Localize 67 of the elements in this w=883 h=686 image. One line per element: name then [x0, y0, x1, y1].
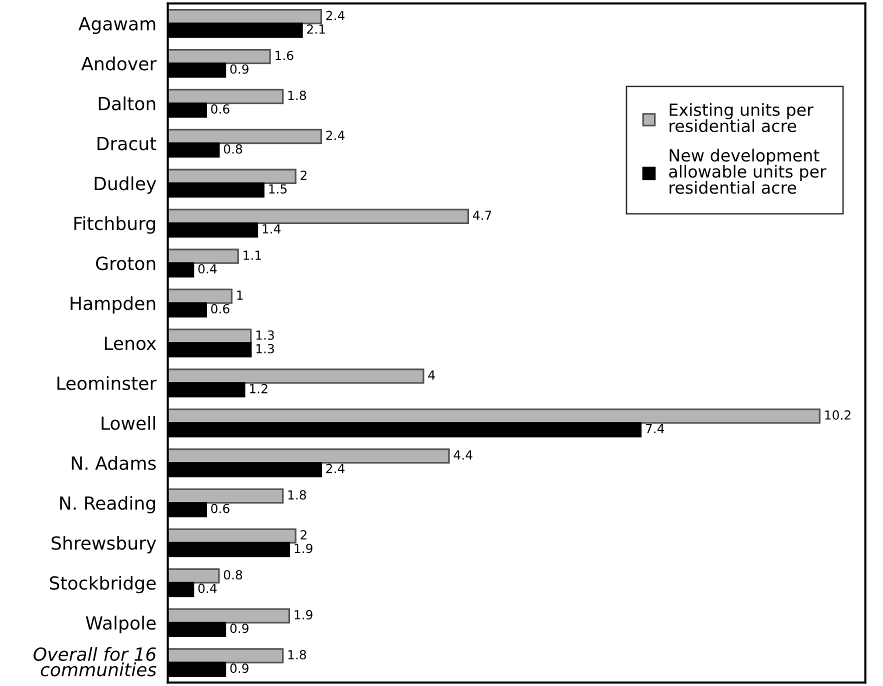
data-label: 2.4: [326, 10, 345, 20]
data-label: 1.8: [288, 490, 306, 500]
bar: [168, 288, 233, 304]
bar: [168, 48, 271, 64]
data-label: 1.9: [294, 610, 312, 620]
y-tick-label: N. Reading: [60, 496, 156, 514]
bar: [168, 88, 284, 104]
data-label: 0.6: [211, 104, 230, 114]
data-label: 0.9: [230, 64, 248, 74]
y-tick-label: Fitchburg: [74, 216, 156, 234]
data-label: 1: [237, 290, 243, 300]
data-label: 0.9: [230, 664, 248, 674]
data-label: 0.6: [211, 304, 230, 314]
y-tick-label: Shrewsbury: [52, 536, 156, 554]
data-label: 4.4: [454, 450, 472, 460]
y-tick-label: Overall for 16 communities: [34, 647, 156, 676]
data-label: 2.1: [307, 24, 325, 34]
data-label: 1.6: [276, 50, 294, 60]
bar: [168, 248, 239, 264]
legend-label: Existing units per residential acre: [670, 103, 814, 132]
data-label: 4: [428, 370, 435, 380]
y-tick-label: N. Adams: [72, 456, 156, 470]
y-tick-label: Hampden: [70, 296, 156, 314]
data-label: 10.2: [825, 410, 850, 420]
data-label: 1.3: [256, 330, 274, 340]
data-label: 1.2: [250, 384, 268, 394]
data-label: 1.9: [294, 544, 312, 554]
y-tick-label: Dalton: [98, 96, 156, 110]
data-label: 4.7: [472, 210, 492, 220]
y-tick-label: Agawam: [78, 17, 156, 34]
data-label: 2: [300, 530, 306, 540]
bar: [168, 488, 284, 504]
y-tick-label: Dracut: [98, 136, 156, 150]
y-tick-label: Andover: [81, 56, 157, 70]
data-label: 0.4: [198, 264, 217, 274]
bar: [168, 168, 296, 184]
y-tick-label: Lenox: [104, 336, 156, 350]
data-label: 1.8: [288, 650, 306, 660]
data-label: 1.4: [262, 224, 281, 234]
data-label: 0.8: [224, 570, 242, 580]
bar: [168, 448, 450, 464]
data-label: 1.8: [288, 90, 306, 100]
data-label: 7.4: [646, 424, 664, 434]
bar: [168, 648, 284, 664]
y-tick-label: Groton: [96, 256, 156, 270]
data-label: 0.8: [224, 144, 242, 154]
bar: [168, 208, 470, 224]
data-label: 1.5: [269, 184, 287, 194]
data-label: 2.4: [326, 464, 345, 474]
y-tick-label: Leominster: [57, 376, 157, 390]
y-tick-label: Walpole: [86, 616, 156, 634]
data-label: 1.3: [256, 344, 274, 354]
y-tick-label: Lowell: [102, 416, 155, 430]
bar: [168, 608, 290, 624]
bar: [168, 568, 220, 584]
legend-label: New development allowable units per residential acre: [669, 148, 826, 194]
bar: [168, 368, 424, 384]
data-label: 2: [300, 170, 306, 180]
data-label: 2.4: [326, 130, 345, 140]
bar: [168, 128, 322, 144]
data-label: 0.9: [230, 624, 248, 634]
data-label: 0.4: [198, 584, 217, 594]
bar: [168, 408, 821, 424]
y-tick-label: Stockbridge: [50, 576, 156, 594]
data-label: 1.1: [244, 250, 261, 260]
y-tick-label: Dudley: [94, 176, 156, 194]
data-label: 0.6: [211, 504, 230, 514]
